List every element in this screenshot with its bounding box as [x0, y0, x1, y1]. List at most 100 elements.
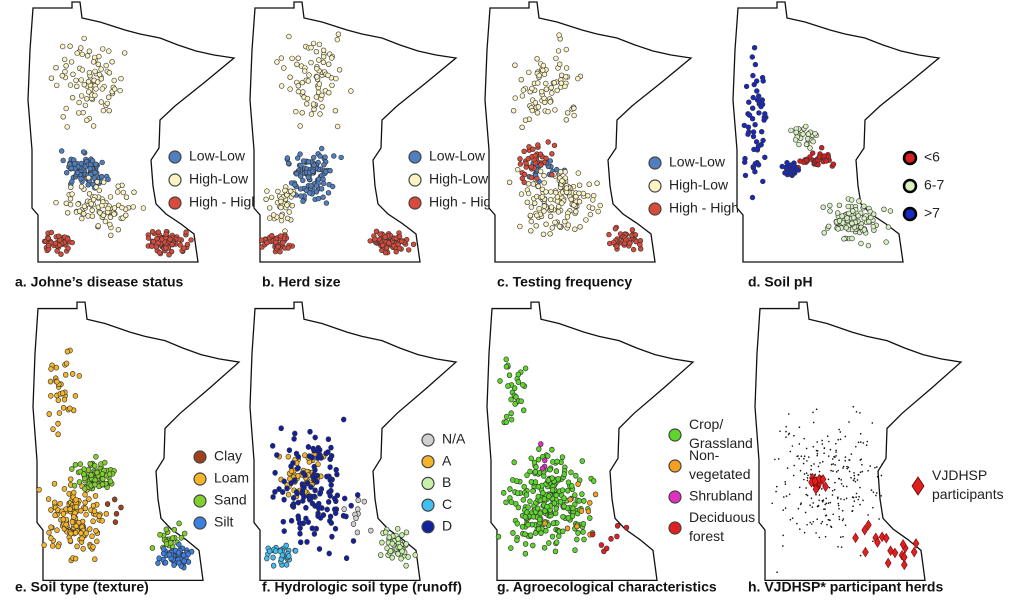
herd-point	[859, 471, 862, 474]
herd-point	[53, 82, 60, 89]
herd-point	[149, 229, 156, 235]
herd-point	[835, 451, 837, 453]
herd-point	[810, 468, 812, 471]
herd-point	[46, 529, 52, 536]
herd-point	[544, 503, 550, 510]
herd-point	[587, 515, 593, 521]
legend-label: C	[442, 496, 452, 512]
herd-point	[791, 445, 794, 447]
herd-point	[81, 35, 87, 42]
herd-point	[815, 162, 821, 168]
herd-point	[820, 522, 822, 525]
herd-point	[48, 75, 55, 81]
legend-label: VJDHSP	[932, 467, 987, 483]
herd-point	[528, 479, 535, 485]
herd-point	[784, 507, 787, 509]
herd-point	[525, 181, 532, 187]
herd-point	[532, 152, 539, 159]
legend-label: N/A	[442, 431, 466, 447]
herd-point	[519, 124, 525, 131]
herd-point	[629, 227, 636, 233]
herd-point	[312, 487, 318, 494]
herd-point	[548, 204, 555, 210]
herd-point	[78, 160, 85, 167]
herd-point	[104, 100, 111, 107]
herd-point	[545, 453, 551, 459]
herd-point	[328, 482, 334, 488]
herd-point	[75, 201, 81, 207]
herd-point	[81, 485, 88, 492]
herd-point	[94, 79, 101, 85]
herd-point	[292, 430, 298, 437]
herd-point	[830, 525, 832, 528]
herd-point	[316, 57, 322, 63]
herd-point	[528, 204, 535, 210]
herd-point	[131, 189, 137, 195]
herd-point	[92, 493, 99, 499]
herd-point	[532, 468, 539, 475]
herd-point	[562, 218, 568, 225]
herd-point	[70, 71, 76, 78]
herd-point	[55, 420, 61, 427]
herd-point	[865, 242, 872, 249]
map-panel	[733, 2, 939, 262]
herd-point	[53, 364, 60, 371]
herd-point	[838, 459, 840, 462]
herd-point	[508, 396, 514, 403]
herd-point	[534, 212, 540, 219]
herd-point	[783, 496, 785, 498]
herd-point	[839, 213, 845, 219]
herd-point	[829, 519, 831, 522]
herd-point	[552, 548, 559, 555]
herd-point	[843, 498, 845, 501]
herd-point	[837, 545, 839, 548]
herd-point	[74, 170, 81, 176]
herd-point	[178, 534, 185, 541]
herd-point	[554, 458, 560, 465]
herd-point	[61, 396, 68, 403]
herd-point	[75, 110, 82, 116]
herd-point	[782, 534, 784, 537]
participant-herd	[891, 547, 899, 559]
herd-point	[64, 210, 71, 216]
herd-point	[876, 492, 878, 494]
herd-point	[383, 529, 389, 536]
herd-point	[800, 502, 802, 504]
herd-point	[776, 485, 778, 488]
herd-point	[752, 169, 758, 175]
herd-point	[327, 477, 333, 483]
herd-point	[332, 525, 339, 532]
herd-point	[872, 491, 875, 494]
herd-point	[827, 202, 833, 209]
herd-point	[395, 525, 401, 532]
herd-point	[311, 463, 317, 470]
herd-point	[821, 520, 824, 523]
herd-point	[830, 161, 837, 167]
herd-point	[571, 202, 577, 208]
herd-point	[321, 162, 327, 168]
herd-point	[852, 496, 855, 499]
herd-point	[579, 458, 586, 464]
herd-point	[752, 121, 758, 128]
herd-point	[850, 208, 856, 214]
herd-point	[268, 194, 275, 201]
herd-point	[286, 33, 292, 40]
herd-point	[84, 96, 90, 102]
herd-point	[69, 178, 75, 185]
herd-point	[297, 186, 304, 192]
herd-point	[856, 479, 859, 481]
herd-point	[63, 360, 70, 367]
herd-point	[551, 142, 558, 149]
participant-herd	[901, 559, 908, 571]
herd-point	[847, 466, 850, 469]
herd-point	[517, 156, 523, 162]
herd-point	[56, 233, 62, 239]
participant-herd	[822, 481, 829, 493]
herd-point	[807, 145, 813, 151]
herd-point	[815, 408, 818, 411]
participant-herd	[852, 532, 859, 544]
herd-point	[567, 496, 573, 503]
herd-point	[842, 485, 845, 488]
herd-point	[545, 108, 551, 115]
panel-caption: f. Hydrologic soil type (runoff)	[262, 579, 462, 595]
